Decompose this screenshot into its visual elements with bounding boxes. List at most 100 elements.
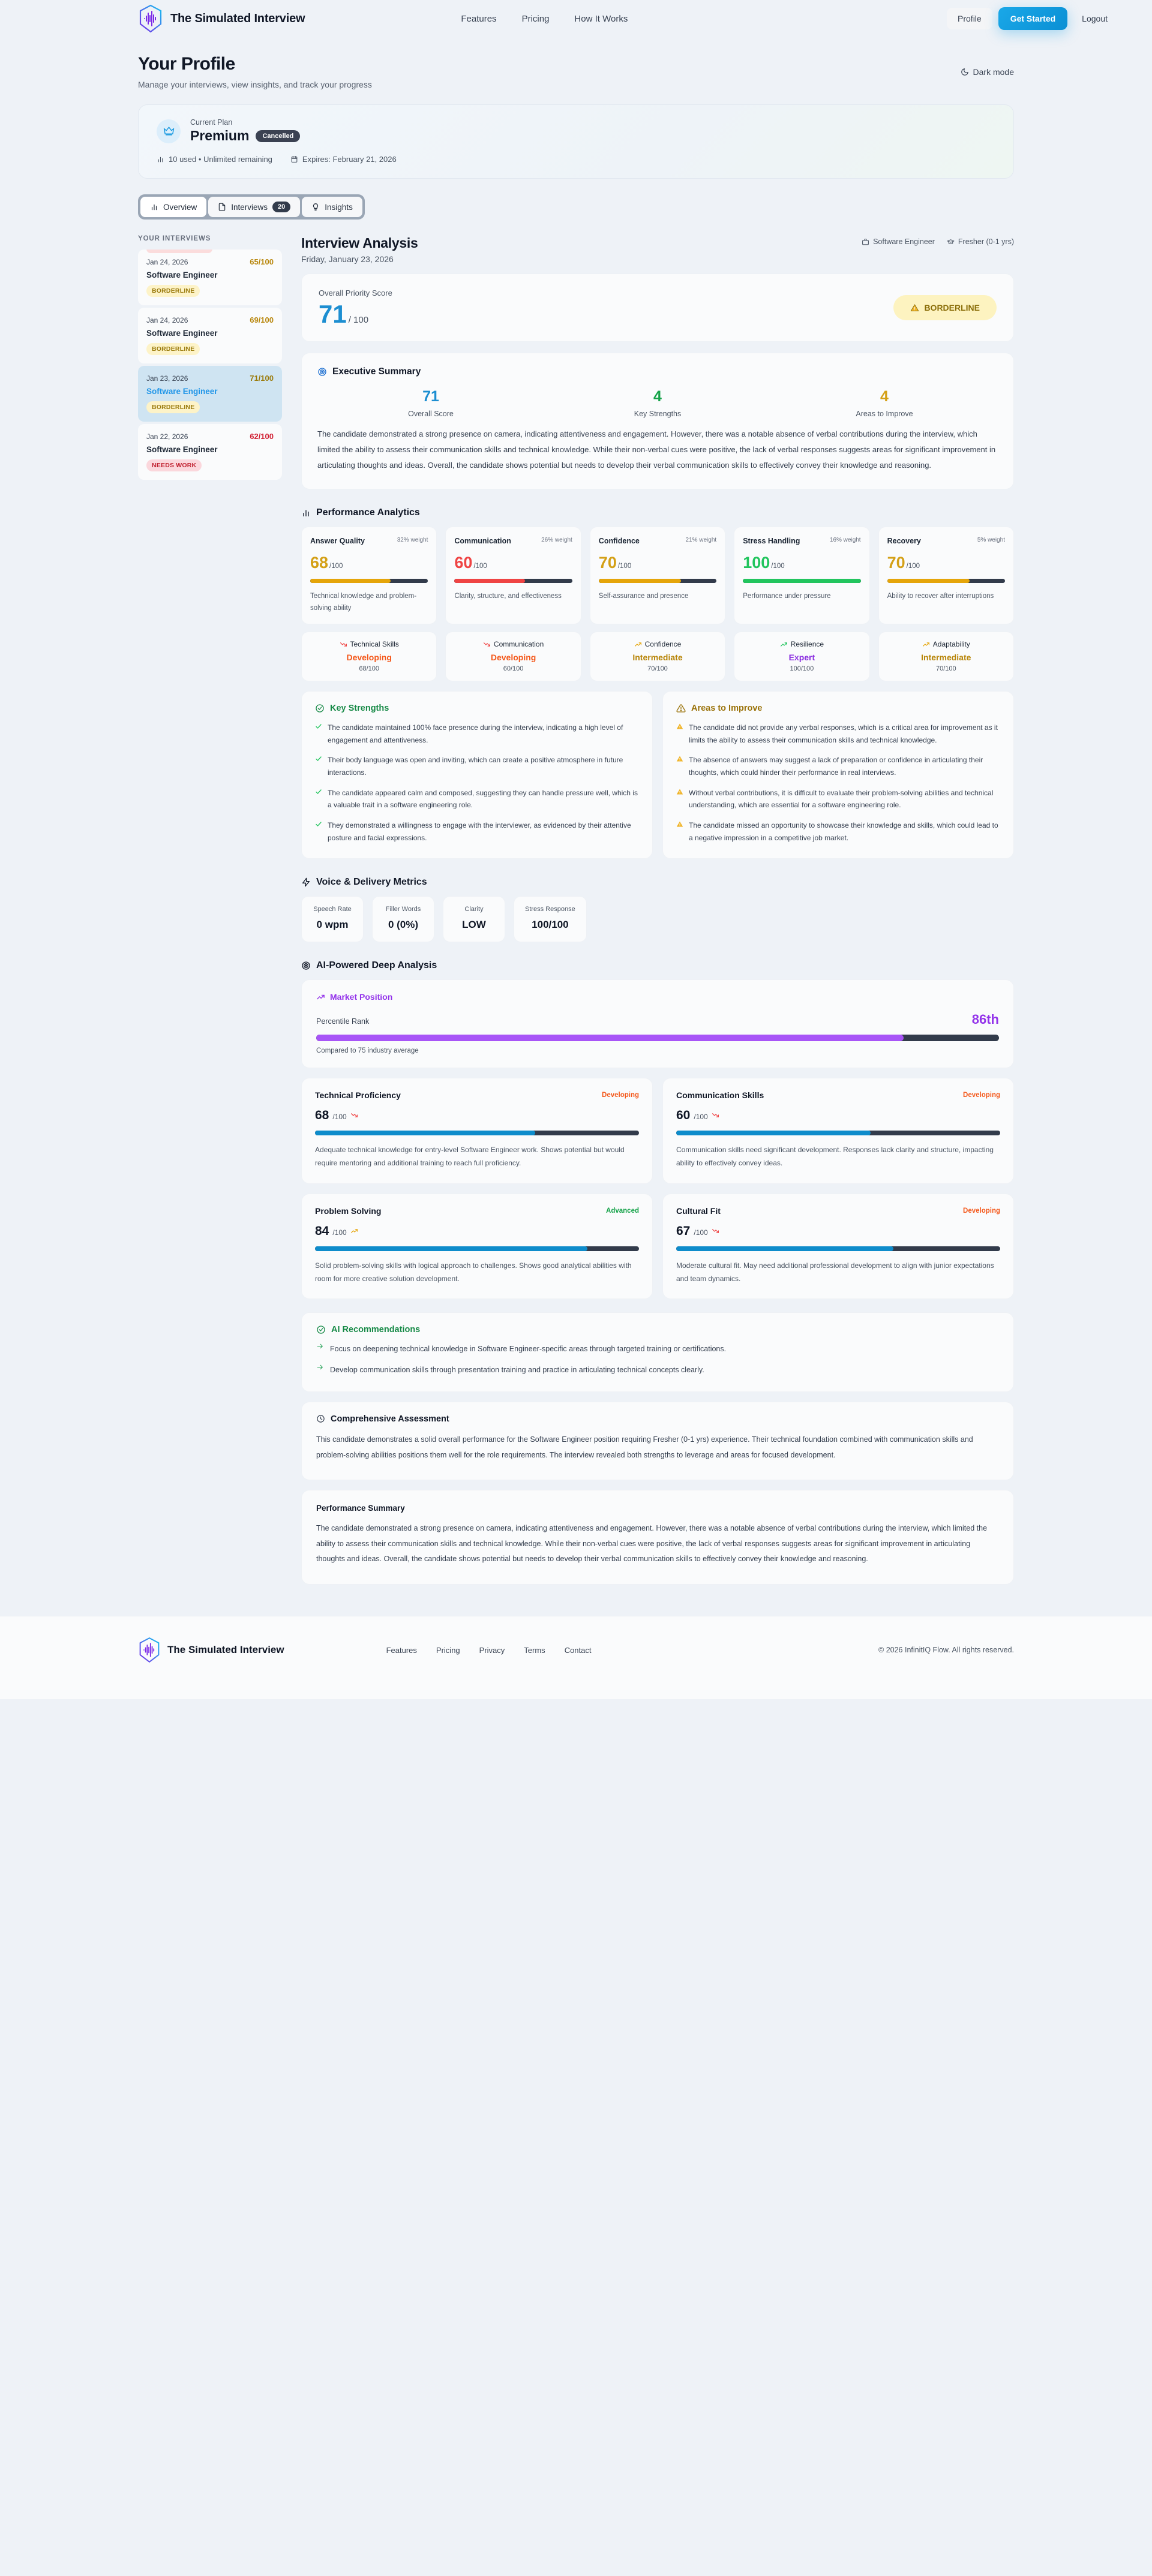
footer-link-features[interactable]: Features [386,1645,417,1655]
trend-score: 70/100 [647,665,668,673]
get-started-button[interactable]: Get Started [998,7,1068,30]
trend-name: Confidence [644,640,682,649]
dark-mode-toggle[interactable]: Dark mode [961,67,1014,77]
trend-down-icon [350,1111,358,1119]
footer-link-privacy[interactable]: Privacy [479,1645,505,1655]
deep-card-score: 67 [676,1224,691,1238]
analysis-content: Interview Analysis Friday, January 23, 2… [301,235,1014,1585]
percentile-progress-bar [316,1035,999,1042]
voice-metrics-grid: Speech Rate 0 wpm Filler Words 0 (0%) Cl… [301,896,1014,943]
nav-link-features[interactable]: Features [461,13,497,24]
deep-card-denom: /100 [332,1113,347,1122]
check-icon [315,820,322,844]
executive-stats: 71 Overall Score 4 Key Strengths 4 Areas… [317,388,998,419]
strength-text: Their body language was open and invitin… [328,756,623,777]
metric-denom: /100 [771,562,785,570]
key-strengths-header: Key Strengths [315,704,639,713]
footer-link-terms[interactable]: Terms [524,1645,545,1655]
footer-link-contact[interactable]: Contact [564,1645,592,1655]
footer-brand[interactable]: The Simulated Interview [138,1637,284,1663]
plan-expiry: Expires: February 21, 2026 [290,155,397,164]
metric-weight: 21% weight [685,537,717,543]
verdict-badge: BORDERLINE [893,295,997,320]
executive-summary-text: The candidate demonstrated a strong pres… [317,429,996,470]
logout-button[interactable]: Logout [1082,14,1108,23]
voice-card-clarity: Clarity LOW [443,896,505,943]
performance-summary-card: Performance Summary The candidate demons… [301,1490,1014,1585]
plan-usage: 10 used • Unlimited remaining [157,155,272,164]
voice-metrics-title: Voice & Delivery Metrics [316,877,427,888]
profile-button[interactable]: Profile [947,8,992,29]
overall-score-label: Overall Priority Score [319,288,392,297]
tab-interviews[interactable]: Interviews 20 [208,197,301,217]
tab-insights[interactable]: Insights [302,197,362,217]
strength-text: The candidate appeared calm and composed… [328,788,638,810]
trend-name: Resilience [790,640,824,649]
footer-brand-name: The Simulated Interview [167,1644,284,1655]
trend-level: Intermediate [921,653,971,663]
stat-value: 71 [422,388,439,405]
tab-overview-label: Overview [163,202,197,212]
voice-label: Filler Words [385,906,421,913]
list-item: They demonstrated a willingness to engag… [315,819,639,844]
list-item[interactable]: Jan 22, 2026 62/100 Software Engineer NE… [138,424,282,480]
interview-date: Jan 23, 2026 [146,374,188,383]
trend-up-icon [350,1227,358,1235]
trend-level: Developing [490,653,536,663]
deep-card-desc: Solid problem-solving skills with logica… [315,1261,632,1283]
trend-card-resilience: Resilience Expert 100/100 [734,632,870,682]
metric-weight: 32% weight [397,537,428,543]
voice-value: 0 wpm [316,919,349,931]
tab-overview[interactable]: Overview [140,197,207,217]
overall-score-value: 71 [319,300,347,328]
plan-name: Premium [190,128,250,143]
arrow-right-icon [316,1342,324,1356]
interview-list: Jan 24, 2026 65/100 Software Engineer BO… [138,250,282,480]
deep-card-desc: Moderate cultural fit. May need addition… [676,1261,994,1283]
top-navbar: The Simulated Interview Features Pricing… [0,0,1152,37]
list-item-selected[interactable]: Jan 23, 2026 71/100 Software Engineer BO… [138,366,282,422]
warning-triangle-icon [676,820,683,844]
status-badge: BORDERLINE [146,343,200,355]
list-item: Develop communication skills through pre… [316,1363,999,1377]
list-item[interactable]: Jan 24, 2026 65/100 Software Engineer BO… [138,250,282,305]
trend-level: Intermediate [632,653,683,663]
list-item: The candidate did not provide any verbal… [676,722,1000,746]
nav-link-how-it-works[interactable]: How It Works [574,13,628,24]
deep-card-score: 68 [315,1108,329,1123]
deep-card-technical-proficiency: Technical Proficiency Developing 68 /100… [301,1078,653,1184]
footer-link-pricing[interactable]: Pricing [436,1645,460,1655]
brand-logo[interactable]: The Simulated Interview [138,4,305,33]
interview-score: 62/100 [250,432,274,441]
check-icon [315,723,322,746]
bar-chart-icon [301,508,311,518]
trend-name: Communication [493,640,544,649]
analysis-date: Friday, January 23, 2026 [301,254,394,264]
metric-desc: Technical knowledge and problem-solving … [310,592,417,612]
metric-weight: 26% weight [541,537,572,543]
lightning-bolt-icon [301,877,311,887]
current-plan-card: Current Plan Premium Cancelled 10 used •… [138,104,1014,179]
stat-value: 4 [653,388,662,405]
waveform-hex-logo-icon [138,1637,161,1663]
trend-level: Expert [788,653,815,663]
analysis-role-text: Software Engineer [873,238,935,246]
overall-score-denom: / 100 [348,315,369,325]
status-badge: BORDERLINE [146,285,200,297]
metric-denom: /100 [617,562,632,570]
list-item[interactable]: Jan 24, 2026 69/100 Software Engineer BO… [138,308,282,363]
overall-score-card: Overall Priority Score 71/ 100 BORDERLIN… [301,273,1014,342]
metric-desc: Performance under pressure [743,592,831,600]
briefcase-icon [862,238,869,246]
metric-denom: /100 [329,562,343,570]
voice-value: 100/100 [532,919,569,931]
moon-icon [961,68,969,76]
check-circle-icon [316,1325,326,1334]
analysis-header: Interview Analysis Friday, January 23, 2… [301,235,1014,264]
trend-card-communication: Communication Developing 60/100 [445,632,581,682]
metric-progress-bar [310,578,428,583]
metric-card-communication: Communication 26% weight 60/100 Clarity,… [445,527,581,625]
sidebar-title: YOUR INTERVIEWS [138,235,211,242]
metric-score: 60 [454,553,473,572]
nav-link-pricing[interactable]: Pricing [521,13,550,24]
